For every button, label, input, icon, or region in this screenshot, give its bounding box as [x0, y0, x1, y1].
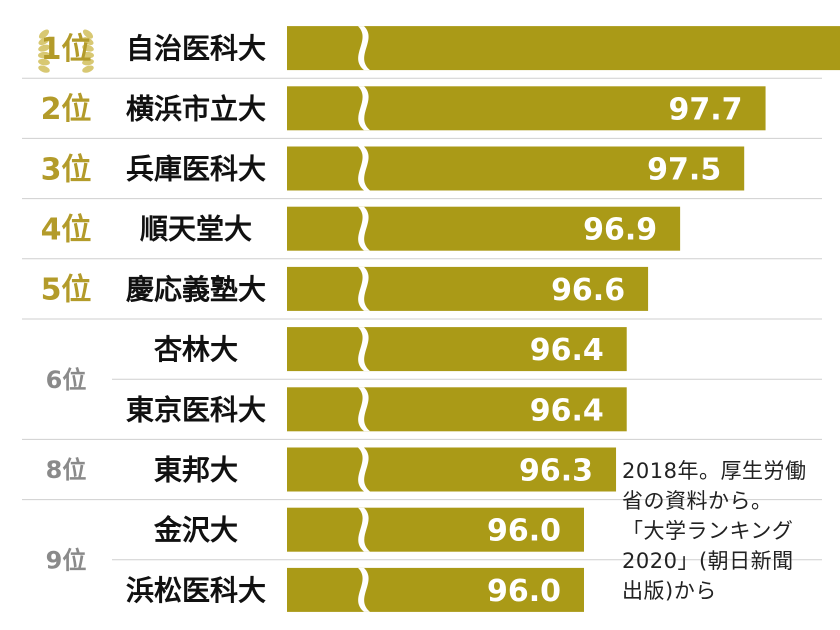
laurel-leaf: [38, 44, 50, 52]
laurel-leaf: [82, 37, 94, 46]
bar: [287, 26, 840, 71]
category-label: 順天堂大: [140, 213, 252, 246]
source-note: 2018年。厚生労働 省の資料から。 「大学ランキング 2020」(朝日新聞 出…: [622, 459, 807, 603]
data-label: 96.4: [530, 333, 604, 368]
data-label: 96.9: [583, 213, 657, 248]
category-label: 東京医科大: [126, 393, 266, 426]
bar: [287, 327, 627, 372]
axis-break-mark: [358, 447, 370, 492]
laurel-leaf: [82, 51, 94, 59]
bar: [287, 206, 681, 251]
category-label: 兵庫医科大: [126, 153, 266, 186]
laurel-leaf: [38, 51, 50, 59]
axis-break-mark: [358, 567, 370, 612]
laurel-leaf: [82, 29, 94, 39]
bar: [287, 567, 584, 612]
rank-label: 3位: [41, 152, 92, 187]
data-label: 96.4: [530, 393, 604, 428]
axis-break-mark: [358, 86, 370, 131]
axis-break-mark: [358, 206, 370, 251]
axis-break-mark: [358, 507, 370, 552]
rank-label: 8位: [46, 456, 87, 484]
bar: [287, 387, 627, 432]
axis-break-mark: [358, 146, 370, 191]
rank-label: 4位: [41, 213, 92, 248]
bar: [287, 507, 584, 552]
category-label: 杏林大: [154, 333, 238, 366]
axis-break-mark: [358, 387, 370, 432]
data-label: 96.3: [519, 454, 593, 489]
laurel-leaf: [38, 58, 50, 66]
data-label: 96.6: [551, 273, 625, 308]
category-label: 東邦大: [154, 454, 238, 487]
data-label: 96.0: [487, 514, 561, 549]
axis-break-mark: [358, 327, 370, 372]
rank-label: 1位: [41, 32, 92, 67]
axis-break-mark: [358, 266, 370, 311]
bar: [287, 447, 617, 492]
laurel-leaf: [82, 65, 94, 73]
rank-label: 5位: [41, 273, 92, 308]
laurel-leaf: [82, 58, 94, 66]
category-label: 自治医科大: [126, 32, 266, 65]
data-label: 97.7: [669, 92, 743, 127]
rank-label: 2位: [41, 92, 92, 127]
data-label: 96.0: [487, 574, 561, 609]
data-label: 97.5: [647, 153, 721, 188]
laurel-leaf: [38, 37, 50, 46]
bar: [287, 266, 649, 311]
rank-label: 9位: [46, 546, 87, 574]
axis-break-mark: [358, 26, 370, 71]
laurel-leaf: [82, 44, 94, 52]
laurel-leaf: [38, 29, 50, 39]
category-label: 慶応義塾大: [126, 273, 266, 306]
laurel-leaf: [38, 65, 50, 73]
category-label: 金沢大: [153, 514, 238, 547]
category-label: 横浜市立大: [126, 92, 266, 125]
category-label: 浜松医科大: [126, 574, 266, 607]
rank-label: 6位: [46, 366, 87, 394]
